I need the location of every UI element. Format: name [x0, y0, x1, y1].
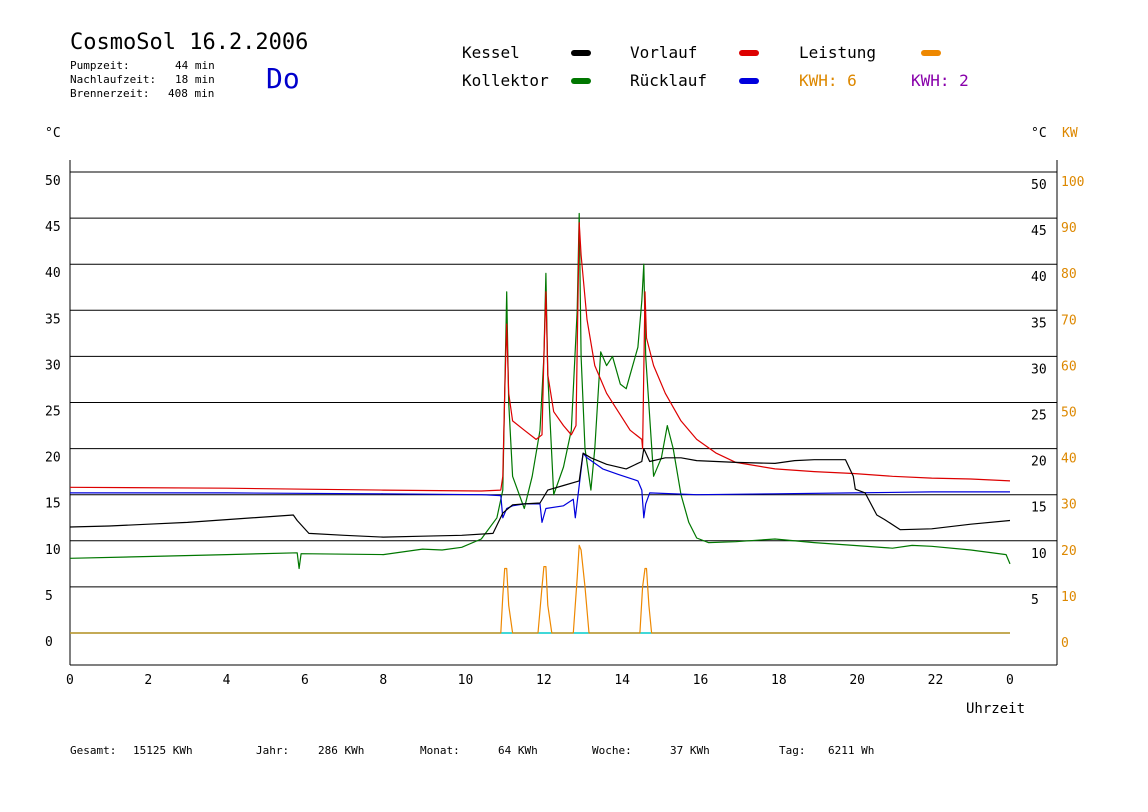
y-tick-left: 0: [45, 635, 53, 650]
y-tick-right-kw: 100: [1061, 175, 1084, 190]
footer-monat-value: 64 KWh: [498, 744, 538, 757]
series-line-leistung: [70, 544, 1010, 634]
y-tick-left: 15: [45, 497, 61, 512]
legend-ruecklauf-swatch: [739, 78, 759, 84]
y-tick-right-kw: 70: [1061, 313, 1077, 328]
y-tick-right-kw: 50: [1061, 406, 1077, 421]
legend-vorlauf-swatch: [739, 50, 759, 56]
y-tick-left: 50: [45, 174, 61, 189]
y-tick-right-kw: 30: [1061, 498, 1077, 513]
series-line-kessel: [69, 448, 1011, 538]
x-tick: 22: [928, 673, 944, 688]
footer-tag-label: Tag:: [779, 744, 806, 757]
legend-kwh-second: KWH: 2: [911, 71, 969, 90]
stat-value-brennerzeit: 408 min: [168, 87, 215, 100]
y-tick-right-kw: 60: [1061, 359, 1077, 374]
x-tick: 12: [536, 673, 552, 688]
y-tick-left: 30: [45, 358, 61, 373]
x-tick: 10: [458, 673, 474, 688]
y-tick-right-kw: 10: [1061, 590, 1077, 605]
legend-kollektor-label: Kollektor: [462, 71, 549, 90]
footer-gesamt-value: 15125 KWh: [133, 744, 193, 757]
x-tick: 0: [1006, 673, 1014, 688]
series-line-kollektor: [69, 212, 1011, 570]
y-tick-left: 10: [45, 543, 61, 558]
legend-kollektor-swatch: [571, 78, 591, 84]
x-tick: 0: [66, 673, 74, 688]
stat-label-nachlaufzeit: Nachlaufzeit:: [70, 73, 157, 86]
x-tick: 14: [614, 673, 630, 688]
footer-tag-value: 6211 Wh: [828, 744, 875, 757]
stat-label-pumpzeit: Pumpzeit:: [70, 59, 130, 72]
stat-label-brennerzeit: Brennerzeit:: [70, 87, 150, 100]
weekday-label: Do: [266, 62, 300, 95]
y-tick-right-c: 25: [1031, 409, 1047, 424]
footer-gesamt-label: Gesamt:: [70, 744, 117, 757]
y-tick-right-c: 45: [1031, 224, 1047, 239]
y-tick-right-c: 50: [1031, 178, 1047, 193]
footer-woche-value: 37 KWh: [670, 744, 710, 757]
y-tick-left: 40: [45, 266, 61, 281]
y-tick-right-c: 30: [1031, 362, 1047, 377]
y-tick-right-c: 10: [1031, 547, 1047, 562]
legend-ruecklauf-label: Rücklauf: [630, 71, 708, 90]
y-tick-left: 45: [45, 220, 61, 235]
right-axis-unit-kw: KW: [1062, 126, 1078, 141]
legend-vorlauf-label: Vorlauf: [630, 43, 698, 62]
legend-kessel-swatch: [571, 50, 591, 56]
y-tick-right-kw: 40: [1061, 452, 1077, 467]
y-tick-right-c: 40: [1031, 270, 1047, 285]
x-tick: 6: [301, 673, 309, 688]
y-tick-right-kw: 90: [1061, 221, 1077, 236]
legend-leistung-swatch: [921, 50, 941, 56]
stat-value-pumpzeit: 44 min: [175, 59, 215, 72]
x-tick: 20: [849, 673, 865, 688]
y-tick-right-c: 5: [1031, 593, 1039, 608]
y-tick-right-c: 15: [1031, 501, 1047, 516]
y-tick-left: 35: [45, 312, 61, 327]
legend-kessel-label: Kessel: [462, 43, 520, 62]
y-tick-left: 20: [45, 451, 61, 466]
y-tick-left: 5: [45, 589, 53, 604]
x-tick: 18: [771, 673, 787, 688]
x-tick: 2: [144, 673, 152, 688]
footer-monat-label: Monat:: [420, 744, 460, 757]
y-tick-left: 25: [45, 405, 61, 420]
y-tick-right-kw: 20: [1061, 544, 1077, 559]
footer-jahr-value: 286 KWh: [318, 744, 365, 757]
x-axis-label: Uhrzeit: [966, 701, 1026, 717]
left-axis-unit: °C: [45, 126, 61, 141]
series-line-vorlauf: [69, 222, 1011, 492]
y-tick-right-c: 35: [1031, 316, 1047, 331]
x-tick: 8: [379, 673, 387, 688]
x-tick: 16: [693, 673, 709, 688]
x-tick: 4: [223, 673, 231, 688]
footer-woche-label: Woche:: [592, 744, 632, 757]
y-tick-right-c: 20: [1031, 455, 1047, 470]
stat-value-nachlaufzeit: 18 min: [175, 73, 215, 86]
y-tick-right-kw: 80: [1061, 267, 1077, 282]
legend-kwh-leistung: KWH: 6: [799, 71, 857, 90]
legend-leistung-label: Leistung: [799, 43, 877, 62]
chart-title: CosmoSol 16.2.2006: [70, 30, 309, 55]
right-axis-unit-c: °C: [1031, 126, 1047, 141]
footer-jahr-label: Jahr:: [256, 744, 290, 757]
y-tick-right-kw: 0: [1061, 636, 1069, 651]
